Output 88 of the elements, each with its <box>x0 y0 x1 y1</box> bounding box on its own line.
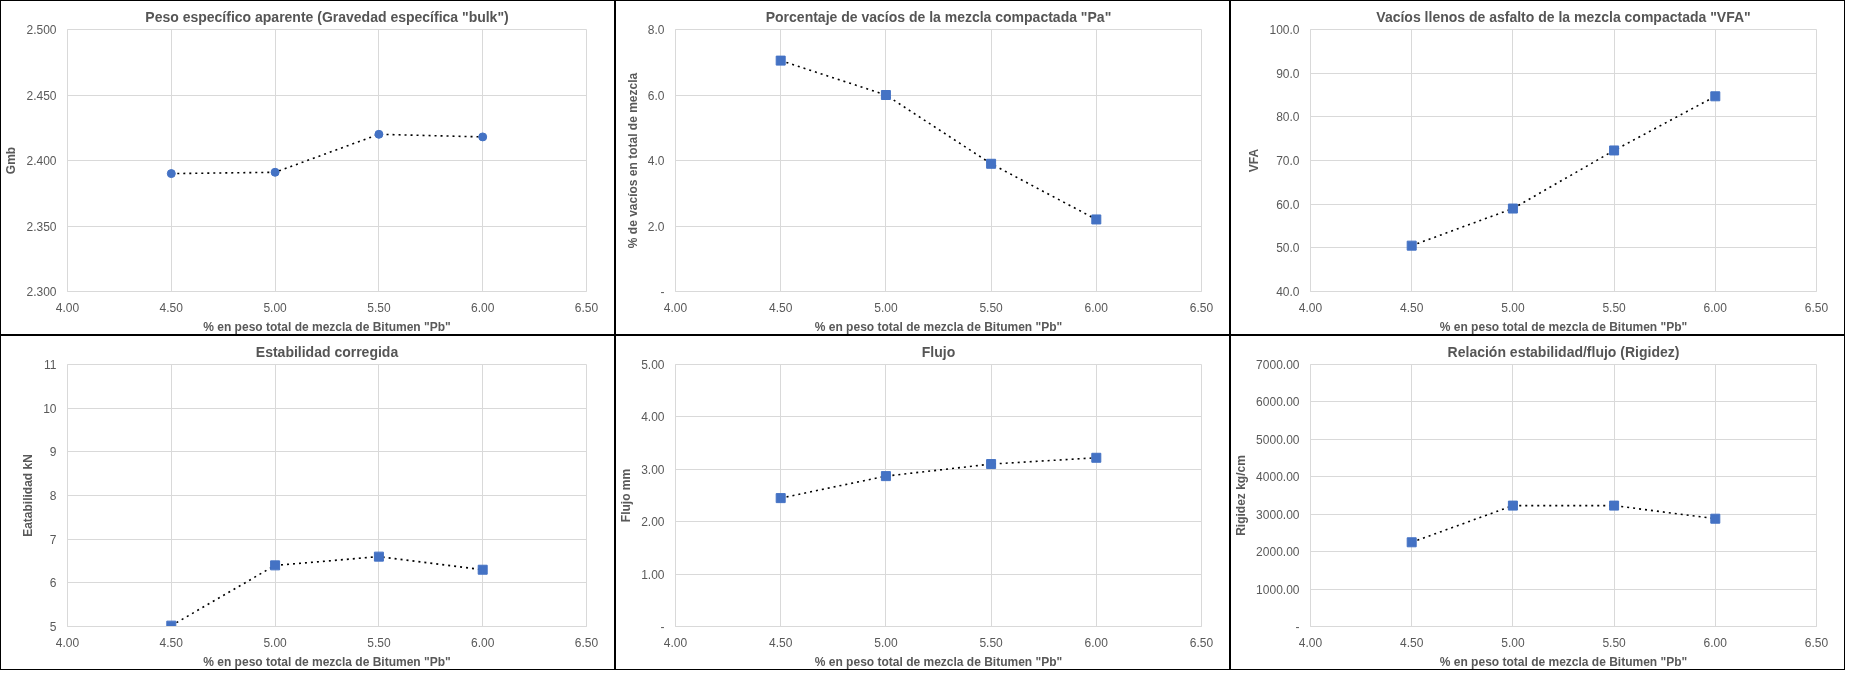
y-tick-label: 90.0 <box>1276 66 1300 81</box>
x-tick-label: 5.50 <box>1602 635 1627 650</box>
x-tick-label: 5.50 <box>979 635 1004 650</box>
chart-title: Vacíos llenos de asfalto de la mezcla compactada "VFA" <box>1376 8 1751 25</box>
x-tick-label: 5.50 <box>1602 300 1627 315</box>
x-axis-title: % en peso total de mezcla de Bitumen "Pb" <box>203 654 451 669</box>
y-tick-label: 7 <box>49 532 57 547</box>
x-tick-label: 5.50 <box>367 635 391 650</box>
y-axis-title: VFA <box>1247 148 1262 173</box>
x-tick-label: 6.50 <box>1189 300 1214 315</box>
y-tick-label: 2.400 <box>26 154 57 168</box>
y-tick-label: 1000.00 <box>1256 582 1300 597</box>
x-tick-label: 6.50 <box>1804 300 1829 315</box>
y-tick-label: 100.0 <box>1269 23 1300 37</box>
y-axis-title: Eatabilidad kN <box>21 454 36 537</box>
y-tick-label: 60.0 <box>1276 197 1300 212</box>
y-tick-label: 40.0 <box>1276 285 1300 299</box>
y-tick-label: 4000.00 <box>1256 470 1300 485</box>
x-tick-label: 4.50 <box>159 635 184 650</box>
y-tick-label: - <box>1295 620 1300 634</box>
y-tick-label: - <box>660 285 665 299</box>
y-tick-label: 2.00 <box>641 515 665 530</box>
x-tick-label: 5.00 <box>874 635 898 650</box>
chart-title: Peso específico aparente (Gravedad específica "bulk") <box>145 8 509 25</box>
y-tick-label: 6000.00 <box>1256 395 1300 410</box>
x-tick-label: 6.50 <box>574 300 599 315</box>
x-axis-title: % en peso total de mezcla de Bitumen "Pb" <box>814 319 1063 334</box>
y-tick-label: 2.0 <box>647 219 665 234</box>
x-tick-label: 5.50 <box>979 300 1004 315</box>
x-tick-label: 4.50 <box>1400 635 1424 650</box>
chart-title: Porcentaje de vacíos de la mezcla compactada "Pa" <box>765 8 1112 25</box>
chart-title: Flujo <box>921 343 956 360</box>
x-tick-label: 4.50 <box>1400 300 1424 315</box>
y-tick-label: 2.500 <box>26 23 57 37</box>
x-tick-label: 6.50 <box>1804 635 1829 650</box>
x-tick-label: 6.00 <box>1084 300 1109 315</box>
x-tick-label: 6.00 <box>471 635 495 650</box>
x-axis-title: % en peso total de mezcla de Bitumen "Pb" <box>814 654 1063 669</box>
chart-title: Estabilidad corregida <box>255 343 399 360</box>
y-tick-label: 8 <box>49 489 57 503</box>
x-tick-label: 5.50 <box>367 300 391 315</box>
y-tick-label: 10 <box>43 401 57 416</box>
x-axis-title: % en peso total de mezcla de Bitumen "Pb" <box>1439 319 1688 334</box>
y-tick-label: 3.00 <box>641 462 665 477</box>
y-tick-label: 2.300 <box>26 285 57 299</box>
x-tick-label: 6.50 <box>574 635 599 650</box>
x-tick-label: 5.00 <box>1501 300 1525 315</box>
y-tick-label: 4.0 <box>647 154 665 168</box>
x-tick-label: 6.00 <box>1703 635 1728 650</box>
x-tick-label: 4.50 <box>159 300 184 315</box>
y-tick-label: 70.0 <box>1276 154 1300 168</box>
x-tick-label: 4.50 <box>769 635 793 650</box>
y-tick-label: - <box>660 620 665 634</box>
y-tick-label: 7000.00 <box>1256 358 1300 372</box>
chart-title: Relación estabilidad/flujo (Rigidez) <box>1447 343 1680 360</box>
x-axis-title: % en peso total de mezcla de Bitumen "Pb" <box>1439 654 1688 669</box>
y-tick-label: 9 <box>49 445 57 460</box>
x-tick-label: 6.50 <box>1189 635 1214 650</box>
y-tick-label: 6.0 <box>647 88 665 103</box>
y-tick-label: 5.00 <box>641 358 665 372</box>
x-tick-label: 4.50 <box>769 300 793 315</box>
x-tick-label: 5.00 <box>874 300 898 315</box>
y-tick-label: 50.0 <box>1276 241 1300 256</box>
y-tick-label: 5 <box>49 620 57 634</box>
y-tick-label: 3000.00 <box>1256 507 1300 522</box>
x-tick-label: 6.00 <box>471 300 495 315</box>
y-tick-label: 8.0 <box>647 23 665 37</box>
y-tick-label: 11 <box>44 358 57 372</box>
y-tick-label: 5000.00 <box>1256 432 1300 447</box>
x-tick-label: 4.00 <box>1298 635 1323 650</box>
y-tick-label: 2.350 <box>26 219 57 234</box>
x-tick-label: 6.00 <box>1703 300 1728 315</box>
y-axis-title: Rigidez kg/cm <box>1234 455 1249 536</box>
y-tick-label: 6 <box>49 576 57 591</box>
y-axis-title: Gmb <box>4 146 19 175</box>
y-tick-label: 2.450 <box>26 88 57 103</box>
y-tick-label: 80.0 <box>1276 110 1300 125</box>
x-tick-label: 5.00 <box>263 635 288 650</box>
y-axis-title: % de vacíos en total de mezcla <box>625 72 640 249</box>
y-tick-label: 1.00 <box>641 567 665 582</box>
x-tick-label: 4.00 <box>1298 300 1323 315</box>
x-axis-title: % en peso total de mezcla de Bitumen "Pb" <box>203 319 451 334</box>
y-tick-label: 4.00 <box>641 410 665 425</box>
x-tick-label: 6.00 <box>1084 635 1109 650</box>
y-tick-label: 2000.00 <box>1256 545 1300 560</box>
x-tick-label: 5.00 <box>1501 635 1525 650</box>
x-tick-label: 5.00 <box>263 300 288 315</box>
y-axis-title: Flujo mm <box>619 468 634 523</box>
